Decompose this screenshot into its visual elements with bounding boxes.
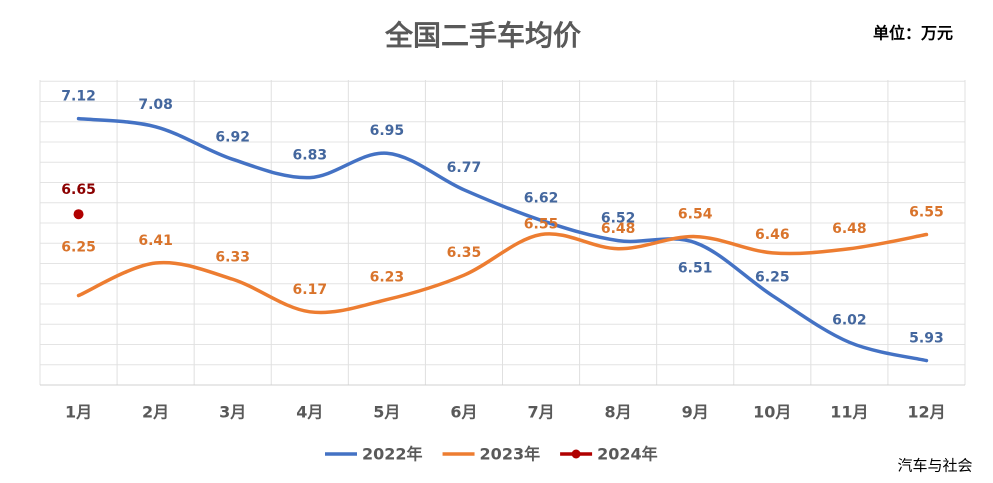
- data-label: 6.51: [678, 261, 713, 277]
- data-label: 6.35: [447, 245, 482, 261]
- data-label: 6.83: [293, 148, 328, 164]
- data-label: 5.93: [909, 331, 944, 347]
- data-label: 7.12: [61, 89, 96, 105]
- x-tick-label: 1月: [65, 403, 92, 422]
- data-label: 6.23: [370, 270, 405, 286]
- x-tick-label: 6月: [450, 403, 477, 422]
- x-tick-label: 7月: [527, 403, 554, 422]
- data-label: 6.48: [601, 221, 636, 237]
- data-label: 6.95: [370, 123, 405, 139]
- source-label: 汽车与社会: [897, 457, 972, 475]
- data-label: 6.41: [138, 233, 173, 249]
- x-tick-label: 5月: [373, 403, 400, 422]
- data-label: 6.33: [215, 249, 250, 265]
- data-label: 6.55: [909, 205, 944, 221]
- data-label: 7.08: [138, 97, 173, 113]
- legend-label: 2022年: [362, 445, 423, 464]
- data-label: 6.25: [755, 270, 790, 286]
- data-label: 6.02: [832, 312, 867, 328]
- x-tick-label: 4月: [296, 403, 323, 422]
- data-label: 6.92: [215, 129, 250, 145]
- data-label: 6.46: [755, 227, 790, 243]
- legend-marker: [571, 449, 581, 459]
- x-tick-label: 9月: [682, 403, 709, 422]
- chart-title: 全国二手车均价: [384, 19, 582, 52]
- legend-label: 2023年: [480, 445, 541, 464]
- series-line: [76, 232, 929, 315]
- data-label: 6.17: [293, 282, 328, 298]
- data-label: 6.55: [524, 217, 559, 233]
- legend-label: 2024年: [597, 445, 658, 464]
- point: [73, 209, 84, 220]
- x-tick-label: 3月: [219, 403, 246, 422]
- x-tick-label: 8月: [605, 403, 632, 422]
- data-label: 6.77: [447, 160, 482, 176]
- x-tick-label: 11月: [830, 403, 868, 422]
- x-tick-label: 10月: [753, 403, 791, 422]
- x-tick-label: 12月: [907, 403, 945, 422]
- data-label: 6.52: [601, 211, 636, 227]
- data-label: 6.54: [678, 207, 713, 223]
- data-label: 6.62: [524, 190, 559, 206]
- x-tick-label: 2月: [142, 403, 169, 422]
- data-label: 6.65: [61, 182, 96, 198]
- data-label: 6.25: [61, 240, 96, 256]
- unit-label: 单位：万元: [873, 24, 953, 43]
- series-line: [76, 116, 929, 363]
- data-label: 6.48: [832, 221, 867, 237]
